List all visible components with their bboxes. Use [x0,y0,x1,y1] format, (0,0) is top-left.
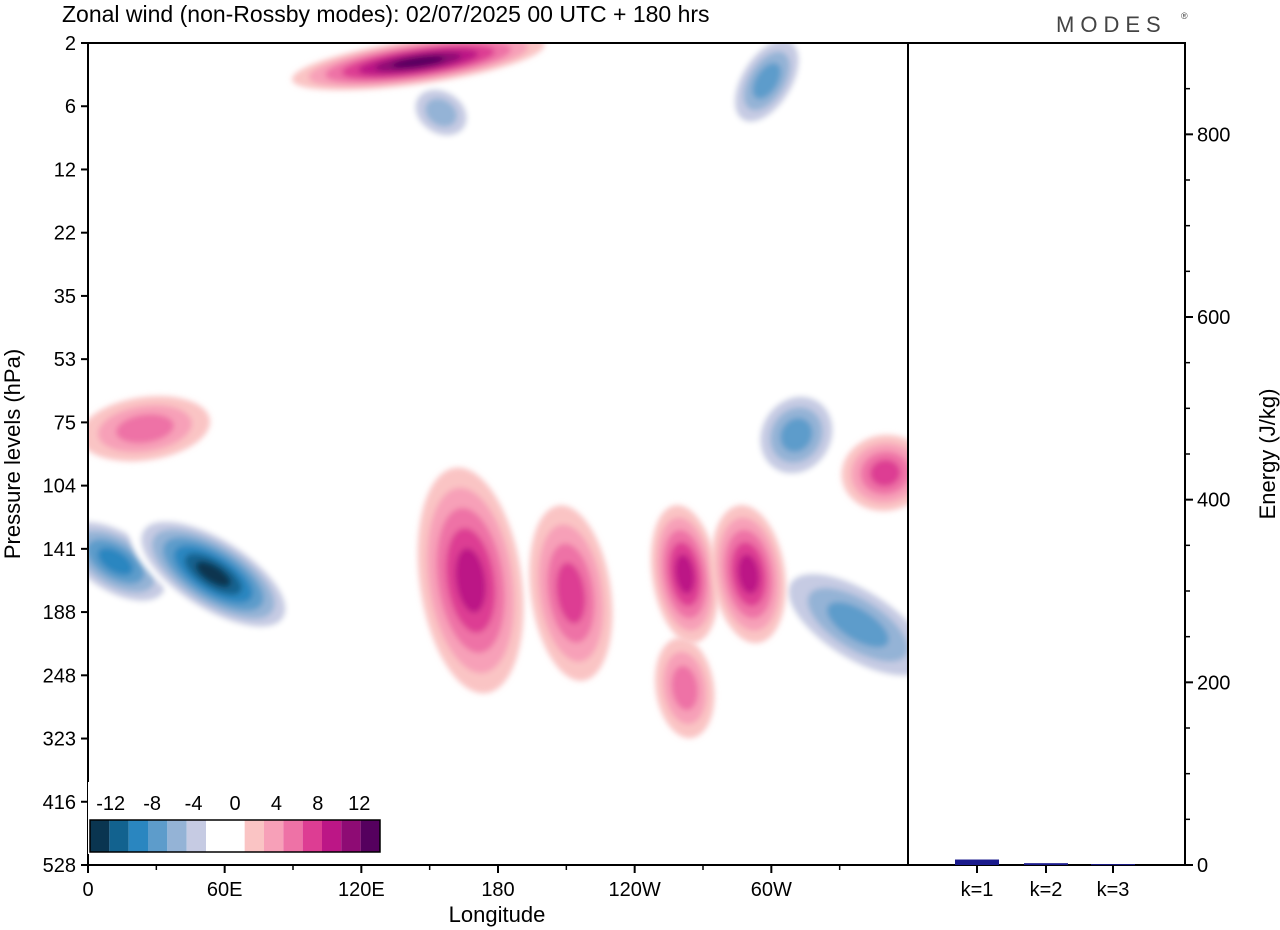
contour-feature [130,513,297,635]
energy-bar [1024,863,1068,865]
heatmap-field [88,43,908,739]
x-tick-label: 120W [609,879,661,901]
contour-band [870,459,901,487]
energy-tick-label: 800 [1197,124,1230,146]
colorbar-label: -4 [185,793,203,815]
contour-band [737,554,760,594]
colorbar-label: 8 [312,793,323,815]
colorbar-swatch [225,820,245,852]
y-tick-label: 528 [43,855,76,877]
contour-band [675,554,695,594]
colorbar-swatch [322,820,342,852]
y-tick-label: 22 [54,223,76,245]
energy-tick-label: 0 [1197,855,1208,877]
colorbar-swatch [109,820,129,852]
energy-tick-label: 400 [1197,490,1230,512]
colorbar-swatch [148,820,168,852]
y-tick-label: 188 [43,602,76,624]
colorbar: -12 -8 -4 0 4 8 12 [88,782,382,854]
x-tick-label: 0 [82,879,93,901]
energy-axis-label: Energy (J/kg) [1255,389,1280,520]
contour-feature [750,385,843,485]
energy-y-axis: 0 200 400 600 800 [1185,87,1230,877]
y-tick-label: 6 [65,96,76,118]
contour-band [780,417,813,453]
energy-bar-label: k=1 [961,879,994,901]
contour-band [97,547,134,576]
y-tick-label: 141 [43,539,76,561]
contour-feature [88,396,211,462]
contour-band [425,98,457,127]
contour-band [671,665,698,711]
colorbar-swatch [360,820,380,852]
y-tick-label: 2 [65,33,76,55]
energy-bar-label: k=3 [1097,879,1130,901]
y-tick-label: 248 [43,665,76,687]
colorbar-swatch [206,820,226,852]
contour-band [826,602,889,648]
y-tick-label: 75 [54,412,76,434]
colorbar-label: -8 [143,793,161,815]
x-tick-label: 120E [338,879,385,901]
x-tick-label: 60E [207,879,243,901]
brand-logo: MODES [1056,12,1167,37]
y-axis: 2 6 12 22 35 53 75 104 141 188 248 323 416 528 [43,33,88,877]
colorbar-swatch [128,820,148,852]
energy-tick-label: 600 [1197,307,1230,329]
contour-band [116,414,174,444]
colorbar-swatch [244,820,264,852]
colorbar-swatch [90,820,110,852]
energy-bar-label: k=2 [1030,879,1063,901]
y-tick-label: 104 [43,476,76,498]
colorbar-label: 4 [271,793,282,815]
y-tick-label: 12 [54,159,76,181]
contour-feature [291,43,545,91]
contour-feature [529,505,613,681]
colorbar-swatch [283,820,303,852]
contour-band [752,62,782,100]
contour-feature [650,505,719,644]
contour-feature [655,637,715,739]
contour-band [195,561,231,587]
contour-feature [405,80,477,145]
colorbar-swatch [167,820,187,852]
contour-feature [417,467,524,694]
x-axis: 0 60E 120E 180 120W 60W [82,865,841,901]
colorbar-swatch [341,820,361,852]
colorbar-swatch [264,820,284,852]
x-axis-label: Longitude [449,902,546,927]
contour-band [455,548,486,613]
contour-feature [769,559,908,690]
colorbar-swatch [186,820,206,852]
energy-tick-label: 200 [1197,672,1230,694]
colorbar-label: -12 [96,793,125,815]
contour-feature [711,505,786,644]
contour-feature [88,513,178,610]
colorbar-frame [89,819,381,853]
energy-bar [1091,864,1135,866]
x-tick-label: 60W [751,879,792,901]
y-tick-label: 416 [43,792,76,814]
energy-bars: k=1 k=2 k=3 [955,859,1135,901]
y-tick-label: 53 [54,349,76,371]
colorbar-swatch [302,820,322,852]
y-axis-label: Pressure levels (hPa) [0,349,25,559]
y-tick-label: 35 [54,286,76,308]
contour-feature [841,434,908,512]
energy-bar [955,859,999,865]
contour-band [556,562,586,624]
chart-title: Zonal wind (non-Rossby modes): 02/07/202… [62,1,710,27]
contour-feature [725,43,808,134]
colorbar-label: 12 [348,793,370,815]
y-tick-label: 323 [43,729,76,751]
colorbar-label: 0 [229,793,240,815]
contour-band [391,56,445,68]
brand-mark: ® [1181,11,1188,21]
x-tick-label: 180 [481,879,514,901]
